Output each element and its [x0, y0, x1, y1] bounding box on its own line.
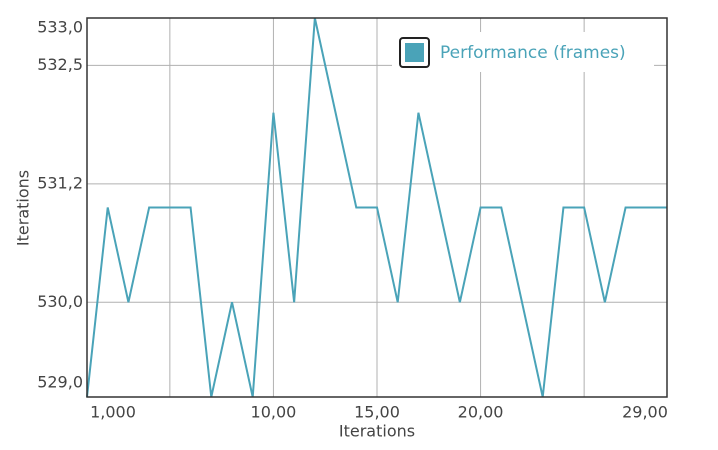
y-tick-label: 529,0 [37, 373, 83, 392]
x-tick-label: 10,00 [251, 403, 297, 422]
x-axis-title: Iterations [339, 422, 415, 441]
plot-border [86, 17, 668, 398]
x-tick-label: 20,00 [458, 403, 504, 422]
x-tick-label: 1,000 [90, 403, 136, 422]
legend-background [392, 32, 654, 72]
x-tick-label: 29,00 [622, 403, 668, 422]
line-series [86, 17, 667, 398]
y-tick-label: 532,5 [37, 55, 83, 74]
y-tick-label: 530,0 [37, 292, 83, 311]
y-tick-label: 531,2 [37, 173, 83, 192]
x-tick-label: 15,00 [354, 403, 400, 422]
y-tick-label: 533,0 [37, 18, 83, 37]
legend-swatch [405, 43, 424, 62]
legend-label: Performance (frames) [440, 43, 626, 63]
y-axis-title: Iterations [14, 170, 33, 246]
